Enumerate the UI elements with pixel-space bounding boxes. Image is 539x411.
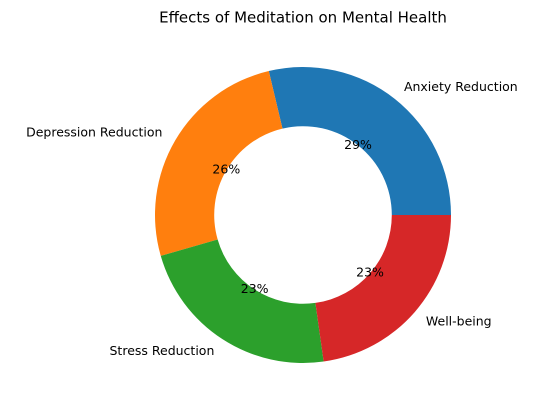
donut-slice (268, 67, 451, 215)
value-label: 23% (241, 281, 269, 296)
category-label: Anxiety Reduction (404, 79, 518, 94)
value-label: 29% (344, 137, 372, 152)
value-label: 26% (212, 162, 240, 177)
donut-slice (160, 239, 324, 364)
value-label: 23% (356, 265, 384, 280)
donut-slice (315, 215, 451, 362)
category-label: Depression Reduction (26, 124, 162, 139)
category-label: Well-being (426, 313, 492, 328)
category-label: Stress Reduction (110, 343, 215, 358)
donut-slice (154, 71, 283, 256)
chart-title: Effects of Meditation on Mental Health (159, 9, 447, 27)
